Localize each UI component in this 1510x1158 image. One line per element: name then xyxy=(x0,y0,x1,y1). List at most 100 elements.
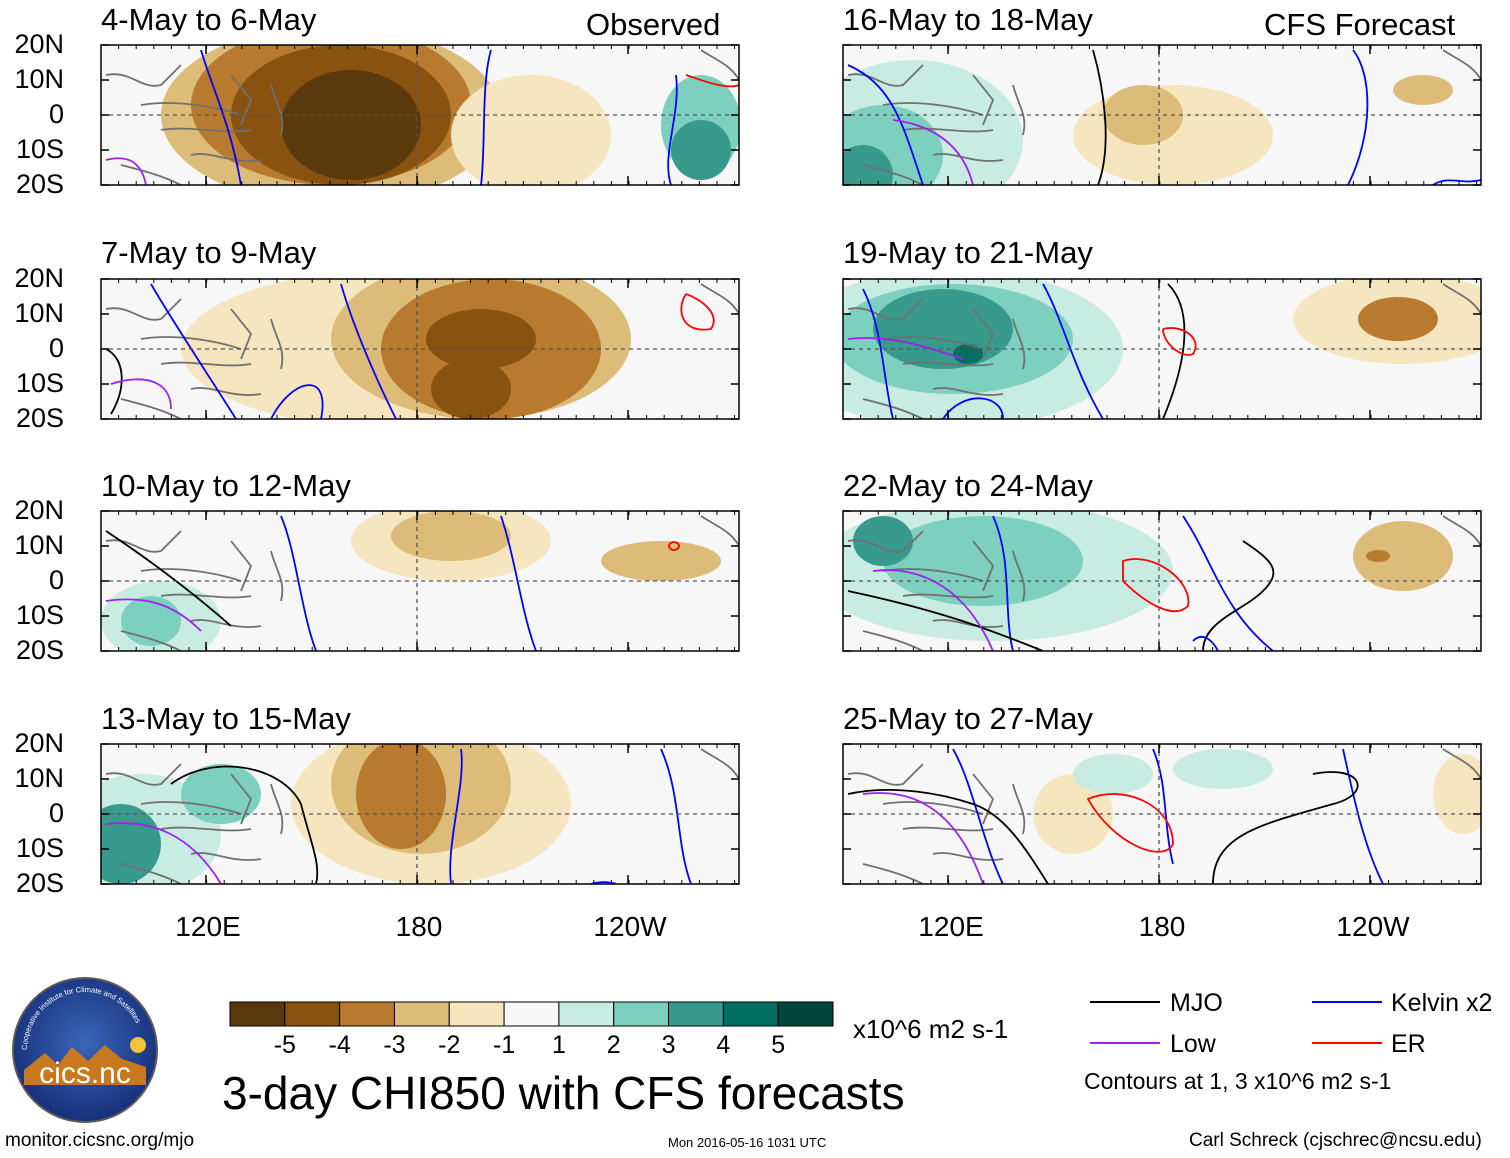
contour-line xyxy=(660,748,692,884)
footer-credit: Carl Schreck (cjschrec@ncsu.edu) xyxy=(1189,1130,1482,1151)
coastline xyxy=(105,298,284,419)
panel-plot-area xyxy=(843,279,1481,419)
anomaly-fill xyxy=(281,70,421,180)
anomaly-fill xyxy=(601,541,721,581)
anomaly-fill xyxy=(883,516,1083,606)
colorbar-swatch xyxy=(393,1001,450,1027)
legend-label-low: Low xyxy=(1170,1030,1216,1058)
legend-label-er: ER xyxy=(1391,1030,1426,1058)
contour-line xyxy=(200,49,242,185)
colorbar-tick-label: -4 xyxy=(328,1031,351,1059)
contour-line xyxy=(1192,636,1219,651)
contour-line xyxy=(680,293,715,331)
y-tick-label: 20S xyxy=(15,169,64,199)
y-tick-label: 20S xyxy=(15,403,64,433)
panel-plot-area xyxy=(843,45,1481,185)
colorbar-tick-label: -3 xyxy=(383,1031,406,1059)
colorbar-swatch xyxy=(284,1001,341,1027)
contour-line xyxy=(1182,515,1274,651)
footer-url[interactable]: monitor.cicsnc.org/mjo xyxy=(5,1130,195,1151)
coastline xyxy=(847,530,1026,651)
panel-plot-area xyxy=(101,279,739,419)
colorbar-tick-label: 3 xyxy=(661,1031,676,1059)
legend-label-mjo: MJO xyxy=(1170,989,1223,1017)
logo-text: cics.nc xyxy=(39,1057,131,1090)
y-tick-label: 10S xyxy=(15,600,64,630)
coastline xyxy=(1442,49,1481,81)
colorbar-swatch xyxy=(229,1001,286,1027)
contours-note: Contours at 1, 3 x10^6 m2 s-1 xyxy=(1084,1068,1392,1094)
contour-line xyxy=(668,541,680,551)
x-tick-120w-left: 120W xyxy=(593,911,667,942)
contour-line xyxy=(1162,327,1197,356)
footer-timestamp: Mon 2016-05-16 1031 UTC xyxy=(668,1135,827,1150)
anomaly-fill xyxy=(431,359,511,419)
y-tick-label: 20N xyxy=(14,29,64,59)
contour-line xyxy=(105,348,123,415)
contour-line xyxy=(170,765,319,884)
anomaly-fill xyxy=(843,145,893,185)
panel-title-3: 10-May to 12-May xyxy=(101,468,351,503)
coastline xyxy=(1442,515,1481,547)
contour-line xyxy=(847,590,1044,651)
panel-plot-area xyxy=(843,744,1481,884)
coastline xyxy=(847,763,1026,884)
observed-label: Observed xyxy=(586,7,721,42)
panel-title-1: 4-May to 6-May xyxy=(101,2,317,37)
contour-line xyxy=(1122,558,1190,612)
anomaly-fill xyxy=(671,120,731,180)
legend-label-kelvin: Kelvin x2 xyxy=(1391,989,1493,1017)
contour-line xyxy=(942,397,1004,419)
colorbar-swatch xyxy=(558,1001,615,1027)
panel-title-8: 25-May to 27-May xyxy=(843,701,1093,736)
coastline xyxy=(105,763,284,884)
contour-line xyxy=(105,530,232,627)
y-tick-label: 0 xyxy=(48,565,64,595)
contour-line xyxy=(280,515,317,651)
y-tick-label: 10S xyxy=(15,833,64,863)
panel-6 xyxy=(842,278,1482,420)
contour-line xyxy=(1042,283,1104,419)
coastline xyxy=(1442,748,1481,780)
colorbar-tick-label: -2 xyxy=(438,1031,461,1059)
colorbar-tick-label: 4 xyxy=(716,1031,731,1059)
colorbar-tick-label: -1 xyxy=(492,1031,516,1059)
anomaly-fill xyxy=(1366,550,1390,562)
y-tick-label: 10N xyxy=(14,298,64,328)
anomaly-fill xyxy=(853,516,913,566)
panel-8 xyxy=(842,743,1482,885)
cics-logo: Cooperative Institute for Climate and Sa… xyxy=(12,977,158,1123)
colorbar-swatch xyxy=(503,1001,560,1027)
x-tick-180-right: 180 xyxy=(1138,911,1186,942)
contour-line xyxy=(847,789,1049,884)
anomaly-fill xyxy=(1358,297,1438,341)
panel-2 xyxy=(100,278,740,420)
contour-line xyxy=(105,598,202,632)
colorbar-swatch xyxy=(613,1001,670,1027)
coastline xyxy=(700,49,739,81)
contour-line xyxy=(862,792,984,884)
anomaly-fill xyxy=(1173,749,1273,789)
y-tick-label: 20N xyxy=(14,495,64,525)
coastline xyxy=(700,515,739,547)
y-tick-label: 0 xyxy=(48,333,64,363)
anomaly-fill xyxy=(1033,774,1113,854)
colorbar-units: x10^6 m2 s-1 xyxy=(853,1014,1009,1044)
contour-line xyxy=(1086,793,1174,853)
y-tick-label: 20S xyxy=(15,635,64,665)
contour-line xyxy=(500,515,537,651)
contour-line xyxy=(270,384,324,419)
contour-line xyxy=(847,337,964,360)
panel-plot-area xyxy=(101,744,739,884)
anomaly-fill xyxy=(1393,75,1453,105)
panel-title-6: 19-May to 21-May xyxy=(843,235,1093,270)
coastline xyxy=(700,748,739,780)
panel-plot-area xyxy=(101,45,739,185)
contour-line xyxy=(1347,49,1369,185)
contour-line xyxy=(667,74,678,185)
colorbar-swatch xyxy=(722,1001,779,1027)
panel-5 xyxy=(842,44,1482,186)
y-tick-label: 20N xyxy=(14,728,64,758)
x-tick-180-left: 180 xyxy=(395,911,443,942)
